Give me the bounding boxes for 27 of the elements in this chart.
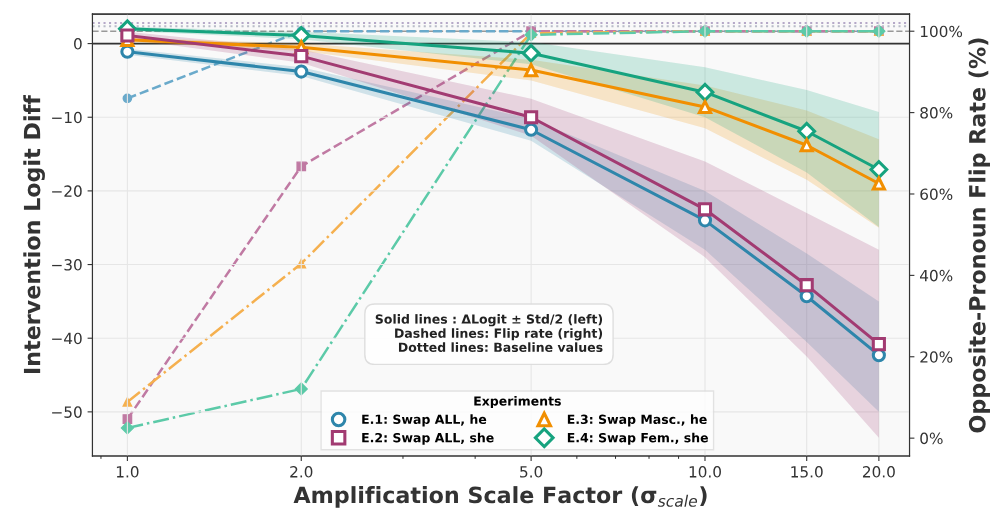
x-tick-label: 20.0 — [862, 466, 895, 478]
legend-title: Experiments — [474, 396, 561, 409]
y-tick-label: −30 — [52, 259, 82, 271]
y-tick-label: −20 — [52, 185, 82, 197]
y2-tick-label: 100% — [920, 25, 963, 38]
y-tick-label: −50 — [52, 406, 82, 418]
y2-tick-label: 0% — [920, 432, 943, 445]
legend-label: E.4: Swap Fem., she — [567, 432, 708, 445]
y2-tick-label: 60% — [920, 188, 953, 201]
y-tick-label: −10 — [52, 111, 82, 124]
y-tick-label: −40 — [52, 332, 82, 345]
x-tick-label: 10.0 — [689, 466, 721, 478]
x-tick-label: 2.0 — [290, 466, 313, 478]
legend-label: E.3: Swap Masc., he — [567, 414, 707, 427]
y-tick-label: 0 — [74, 38, 82, 50]
y2-tick-label: 40% — [919, 269, 953, 282]
y-axis-title: Intervention Logit Diff — [23, 94, 45, 373]
y2-tick-label: 80% — [920, 107, 953, 119]
legend-label: E.1: Swap ALL, he — [362, 414, 487, 427]
x-axis-title: Amplification Scale Factor (σ$_{scale}$) — [293, 486, 707, 508]
y2-axis-title: Opposite-Pronoun Flip Rate (%) — [968, 38, 990, 433]
legend-label: E.2: Swap ALL, she — [362, 432, 494, 445]
x-tick-label: 1.0 — [116, 466, 139, 478]
x-tick-label: 15.0 — [791, 466, 823, 478]
x-tick-label: 5.0 — [520, 466, 543, 478]
y2-tick-label: 20% — [920, 351, 953, 363]
annotation: Solid lines : ΔLogit ± Std/2 (left) Dashed lines: Flip rate (right) Dotted lines: Baseline values — [375, 314, 603, 352]
